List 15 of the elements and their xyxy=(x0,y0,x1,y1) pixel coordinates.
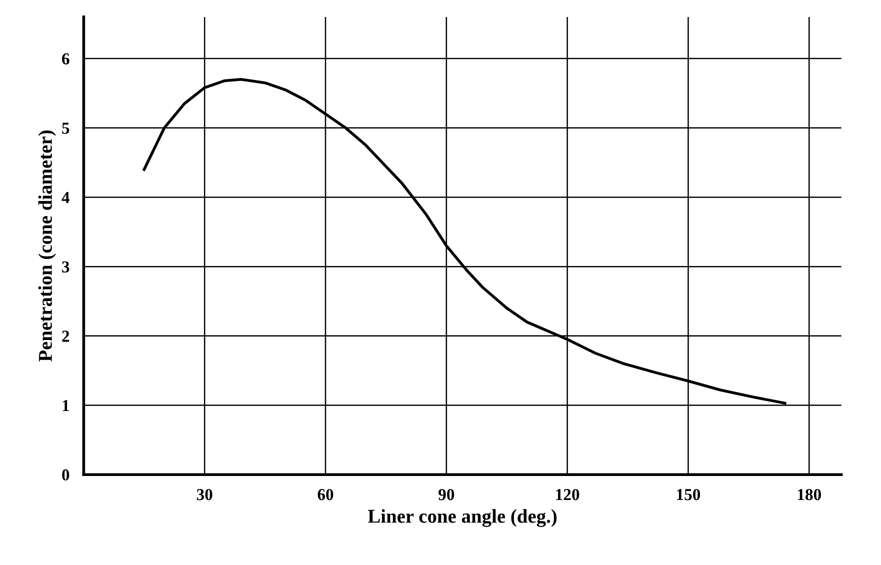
x-axis-title: Liner cone angle (deg.) xyxy=(368,509,557,527)
y-tick-label: 0 xyxy=(62,469,70,481)
y-tick-label: 3 xyxy=(62,261,70,273)
y-tick-label: 4 xyxy=(62,192,70,204)
y-tick-label: 2 xyxy=(62,330,70,342)
y-tick-label: 1 xyxy=(62,400,69,412)
y-tick-label: 5 xyxy=(62,122,70,134)
y-tick-label: 6 xyxy=(62,53,70,64)
x-tick-label: 120 xyxy=(556,488,580,500)
x-tick-label: 180 xyxy=(798,488,821,500)
x-tick-label: 60 xyxy=(318,488,334,500)
x-tick-label: 30 xyxy=(196,488,212,500)
y-axis-title: Penetration (cone diameter) xyxy=(38,130,56,362)
x-tick-label: 90 xyxy=(438,488,454,500)
x-tick-label: 150 xyxy=(677,488,700,500)
